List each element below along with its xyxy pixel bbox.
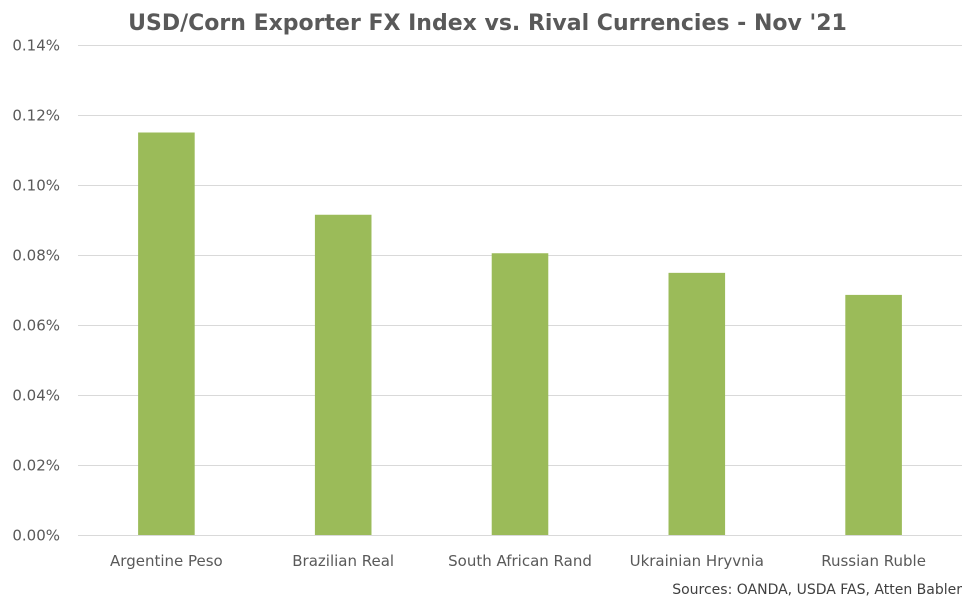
x-axis-category-labels: Argentine Peso Brazilian Real South Africa… [110,552,926,570]
y-tick-label: 0.06% [12,317,60,335]
y-tick-label: 0.10% [12,177,60,195]
x-category-label: Ukrainian Hryvnia [630,552,764,570]
y-tick-label: 0.04% [12,387,60,405]
bar-russian-ruble [845,294,902,535]
y-tick-label: 0.02% [12,457,60,475]
x-category-label: Russian Ruble [821,552,926,570]
x-category-label: South African Rand [448,552,592,570]
bars [138,132,902,535]
x-category-label: Brazilian Real [292,552,394,570]
y-tick-label: 0.12% [12,107,60,125]
y-tick-label: 0.08% [12,247,60,265]
source-note: Sources: OANDA, USDA FAS, Atten Babler [672,582,962,598]
x-category-label: Argentine Peso [110,552,223,570]
bar-brazilian-real [314,214,372,535]
bar-ukrainian-hryvnia [668,272,726,535]
y-axis-tick-labels: 0.00% 0.02% 0.04% 0.06% 0.08% 0.10% 0.12% 0.14% [12,37,60,545]
y-tick-label: 0.14% [12,37,60,55]
chart-title: USD/Corn Exporter FX Index vs. Rival Cur… [128,11,847,36]
bar-south-african-rand [491,253,549,535]
bar-argentine-peso [138,132,195,535]
y-tick-label: 0.00% [12,527,60,545]
